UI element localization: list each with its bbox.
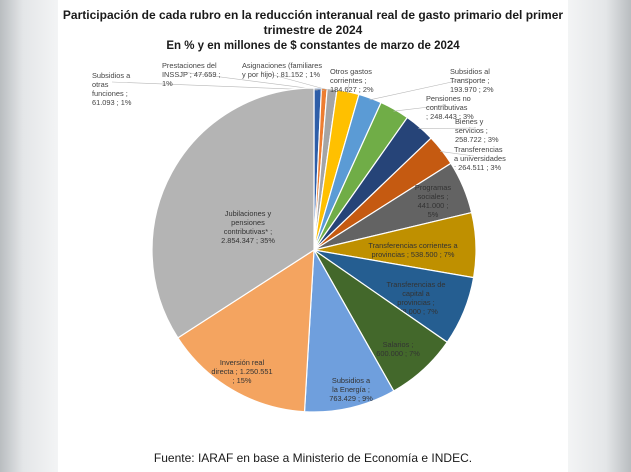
chart-panel: Participación de cada rubro en la reducc… bbox=[58, 0, 568, 472]
leader-line-4 bbox=[347, 77, 351, 94]
chart-title-line-1: Participación de cada rubro en la reducc… bbox=[62, 8, 564, 22]
slice-label-9: Programas sociales ; 441.000 ; 5% bbox=[415, 183, 451, 219]
leader-line-1 bbox=[111, 81, 318, 91]
slice-label-4: Otros gastos corrientes ; 184.627 ; 2% bbox=[330, 67, 374, 94]
chart-title-line-2: trimestre de 2024 bbox=[263, 23, 363, 37]
leader-line-3 bbox=[261, 71, 332, 92]
slice-label-11: Transferencias de capital a provincias ; 57… bbox=[387, 280, 446, 316]
chart-title: Participación de cada rubro en la reducc… bbox=[58, 8, 568, 38]
slice-label-2: Prestaciones del INSSJP ; 47.659 ; 1% bbox=[162, 61, 221, 88]
chart-subtitle: En % y en millones de $ constantes de ma… bbox=[166, 40, 460, 52]
left-background-strip bbox=[0, 0, 58, 472]
slice-label-6: Pensiones no contributivas; 248.443 ; 3% bbox=[426, 94, 474, 121]
leader-line-6 bbox=[393, 104, 447, 112]
leader-line-5 bbox=[369, 77, 471, 101]
slice-label-15: Jubilaciones y pensiones contributivas* ; 2… bbox=[221, 209, 275, 245]
slice-label-5: Subsidios al Transporte ; 193.970 ; 2% bbox=[450, 67, 494, 94]
right-background-strip bbox=[568, 0, 631, 472]
pie-chart: Subsidios a otras funciones ; 61.093 ; 1% Pr… bbox=[92, 61, 506, 413]
pie-slice-13 bbox=[303, 247, 395, 413]
slice-label-1: Subsidios a otras funciones ; 61.093 ; 1% bbox=[92, 71, 132, 107]
slice-label-8: Transferencias a universidades; 264.511 ;… bbox=[454, 145, 506, 172]
source-note: Fuente: IARAF en base a Ministerio de Ec… bbox=[153, 451, 473, 465]
slice-label-12: Salarios ; 600.000 ; 7% bbox=[376, 340, 420, 358]
leader-line-8 bbox=[440, 151, 475, 157]
leader-line-2 bbox=[181, 71, 325, 91]
pie-slice-15 bbox=[151, 87, 315, 339]
slice-label-10: Transferencias corrientes a provincias ; … bbox=[368, 241, 458, 259]
slice-label-7: Bienes y servicios ; 258.722 ; 3% bbox=[455, 117, 499, 144]
slice-label-14: Inversión real directa ; 1.250.551; 15% bbox=[211, 358, 272, 385]
slice-label-3: Asignaciones (familiares y por hijo) ; 81… bbox=[242, 61, 322, 79]
slice-label-13: Subsidios a la Energía ; 763.429 ; 9% bbox=[329, 376, 373, 403]
leader-line-7 bbox=[418, 127, 476, 130]
pie-slice-14 bbox=[177, 248, 315, 413]
